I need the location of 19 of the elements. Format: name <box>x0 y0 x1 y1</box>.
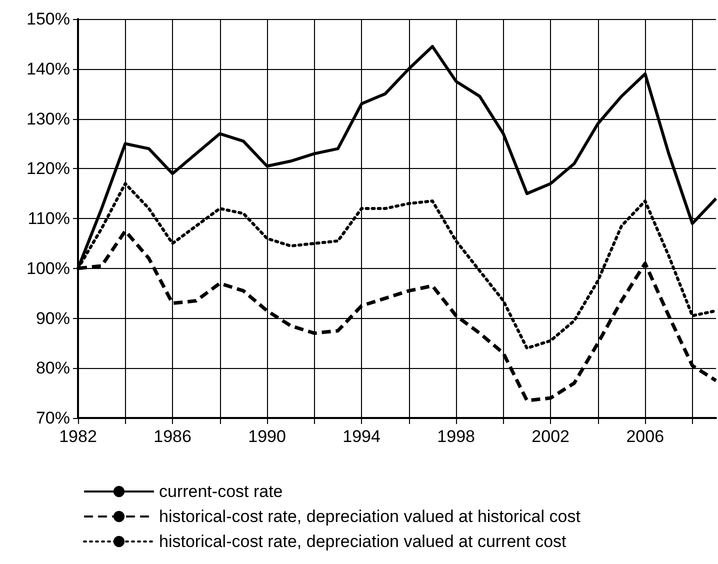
y-tick-label: 70% <box>36 408 70 428</box>
y-tick-label: 90% <box>36 308 70 328</box>
y-tick-label: 130% <box>26 109 70 128</box>
legend-label: historical-cost rate, depreciation valued at historical cost <box>159 507 581 526</box>
x-tick-label: 1990 <box>248 427 286 446</box>
y-tick-label: 150% <box>26 10 70 28</box>
x-tick-label: 1998 <box>437 427 475 446</box>
x-tick-label: 1982 <box>59 427 97 446</box>
y-tick-label: 100% <box>26 258 70 278</box>
y-tick-label: 140% <box>26 59 70 78</box>
y-tick-label: 80% <box>36 358 70 378</box>
legend-label: current-cost rate <box>159 482 283 501</box>
x-tick-label: 2002 <box>532 427 570 446</box>
y-tick-label: 110% <box>28 209 70 228</box>
y-tick-label: 120% <box>26 159 70 178</box>
x-tick-label: 2006 <box>626 427 664 446</box>
legend-label: historical-cost rate, depreciation valued at current cost <box>159 532 567 551</box>
x-tick-label: 1986 <box>154 427 192 446</box>
x-tick-label: 1994 <box>342 427 380 446</box>
